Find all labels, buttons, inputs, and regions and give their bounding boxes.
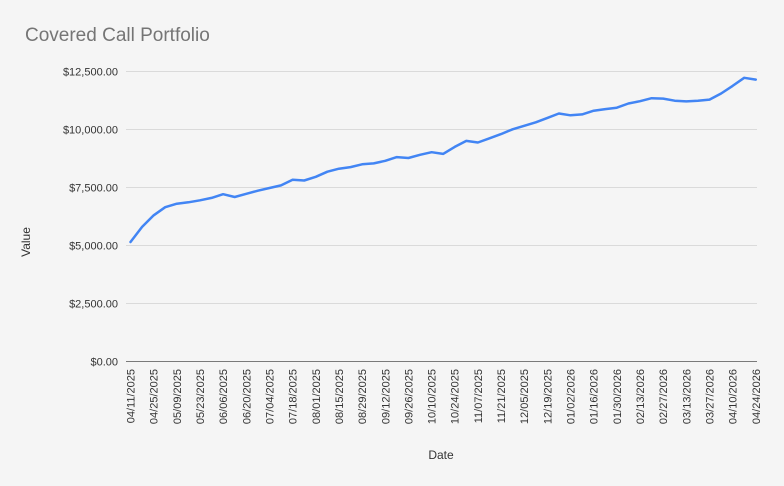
x-axis-tick-label: 08/29/2025 — [357, 369, 369, 424]
x-axis-tick-label: 11/21/2025 — [496, 369, 508, 423]
x-axis-tick-label: 12/05/2025 — [519, 369, 531, 424]
x-axis-tick-label: 02/27/2026 — [658, 369, 670, 424]
y-axis-tick-label: $0.00 — [90, 357, 118, 369]
y-axis-tick-label: $5,000.00 — [69, 241, 118, 253]
y-axis-tick-label: $10,000.00 — [63, 125, 118, 137]
x-axis-tick-label: 07/18/2025 — [288, 369, 300, 424]
x-axis-tick-label: 10/10/2025 — [427, 369, 439, 424]
x-axis-tick-label: 06/06/2025 — [218, 369, 230, 424]
x-axis-tick-label: 04/11/2025 — [126, 369, 138, 423]
x-axis-tick-label: 09/26/2025 — [403, 369, 415, 424]
x-axis-tick-label: 01/30/2026 — [612, 369, 624, 424]
x-axis-tick-label: 11/07/2025 — [473, 369, 485, 423]
x-axis-tick-label: 08/01/2025 — [311, 369, 323, 424]
x-axis-tick-label: 03/27/2026 — [705, 369, 717, 424]
x-axis-tick-label: 04/10/2026 — [728, 369, 740, 424]
x-axis-tick-label: 01/02/2026 — [566, 369, 578, 424]
x-axis-tick-label: 09/12/2025 — [380, 369, 392, 424]
x-axis-tick-label: 08/15/2025 — [334, 369, 346, 424]
x-axis-tick-label: 06/20/2025 — [241, 369, 253, 424]
x-axis-tick-label: 03/13/2026 — [681, 369, 693, 424]
series-line — [129, 76, 758, 244]
y-axis-tick-label: $12,500.00 — [63, 67, 118, 79]
x-axis-tick-label: 01/16/2026 — [589, 369, 601, 424]
x-axis-tick-label: 04/25/2025 — [149, 369, 161, 424]
x-axis-tick-label: 05/23/2025 — [195, 369, 207, 424]
x-axis-tick-label: 12/19/2025 — [542, 369, 554, 424]
y-axis-tick-label: $2,500.00 — [69, 299, 118, 311]
y-axis-title: Value — [19, 227, 33, 257]
x-axis-tick-label: 02/13/2026 — [635, 369, 647, 424]
x-axis-tick-label: 10/24/2025 — [450, 369, 462, 424]
x-axis-title: Date — [428, 448, 454, 462]
x-axis-tick-label: 04/24/2026 — [751, 369, 763, 424]
chart-title: Covered Call Portfolio — [25, 25, 210, 46]
y-axis-tick-label: $7,500.00 — [69, 183, 118, 195]
x-axis-tick-label: 07/04/2025 — [265, 369, 277, 424]
x-axis-tick-label: 05/09/2025 — [172, 369, 184, 424]
